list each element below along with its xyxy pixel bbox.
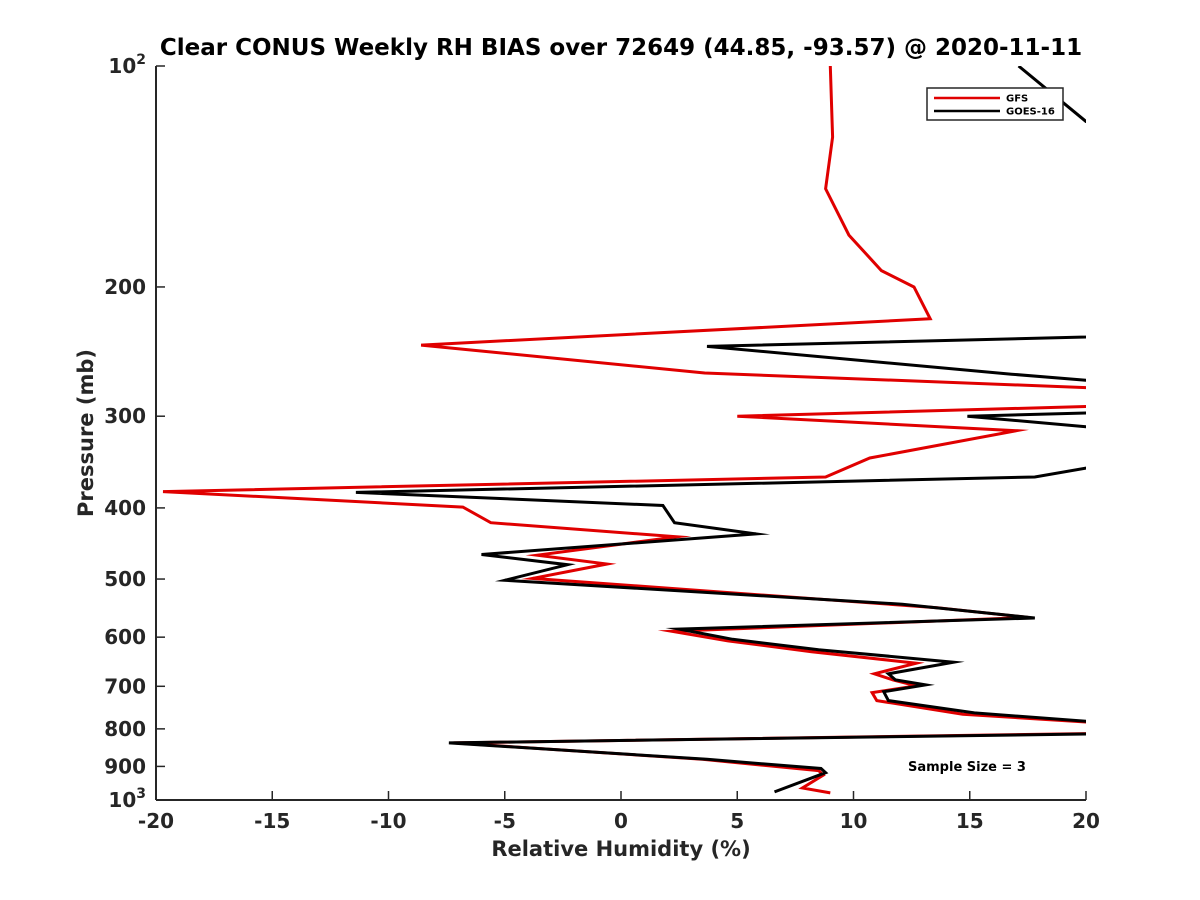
x-tick-label: 20 — [1072, 809, 1100, 833]
y-tick-label: 103 — [108, 786, 146, 812]
y-tick-label: 900 — [104, 754, 146, 778]
sample-size-annotation: Sample Size = 3 — [908, 760, 1026, 775]
y-tick-label: 400 — [104, 496, 146, 520]
x-tick-label: 0 — [614, 809, 628, 833]
y-tick-label: 500 — [104, 567, 146, 591]
x-tick-label: -15 — [254, 809, 290, 833]
y-tick-label: 700 — [104, 674, 146, 698]
ticks-layer: -20 -15 -10 -5 0 5 10 15 20 102 200 300 400 500 600 700… — [104, 52, 1100, 833]
legend: GFS GOES-16 — [926, 87, 1064, 121]
x-axis-label: Relative Humidity (%) — [491, 837, 750, 861]
x-tick-label: 5 — [730, 809, 744, 833]
y-axis-label: Pressure (mb) — [74, 349, 98, 517]
x-tick-label: 10 — [840, 809, 868, 833]
chart-title: Clear CONUS Weekly RH BIAS over 72649 (4… — [160, 35, 1082, 61]
y-tick-label: 800 — [104, 717, 146, 741]
x-tick-label: -20 — [138, 809, 174, 833]
legend-box — [926, 87, 1064, 121]
y-tick-label: 600 — [104, 625, 146, 649]
x-tick-label: 15 — [956, 809, 984, 833]
series-layer — [162, 66, 1086, 795]
y-tick-label: 200 — [104, 275, 146, 299]
series-line-gfs — [162, 66, 1086, 795]
axes-layer — [155, 66, 1086, 801]
x-tick-label: -5 — [494, 809, 516, 833]
y-tick-label: 300 — [104, 404, 146, 428]
series-line-goes16 — [355, 66, 1086, 794]
legend-label-goes16: GOES-16 — [1006, 107, 1055, 118]
x-tick-label: -10 — [370, 809, 406, 833]
y-tick-label: 102 — [108, 52, 146, 78]
legend-label-gfs: GFS — [1006, 94, 1028, 105]
